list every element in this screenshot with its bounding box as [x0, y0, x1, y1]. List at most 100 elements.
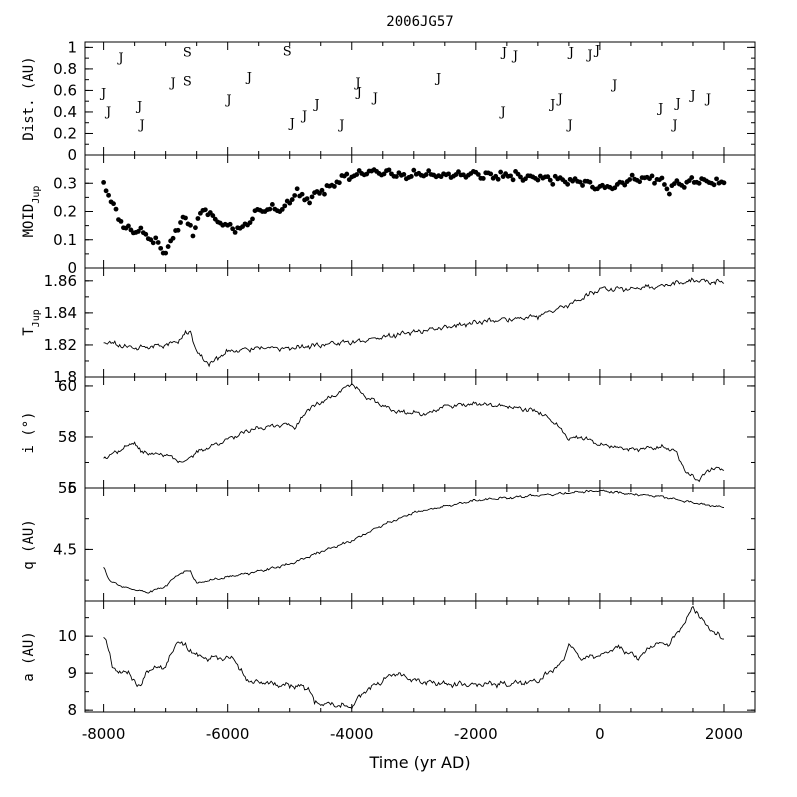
moid-point	[230, 226, 236, 232]
x-tick-label: -4000	[330, 725, 374, 743]
x-tick-label: -2000	[454, 725, 498, 743]
moid-point	[550, 181, 556, 187]
y-tick-label: 0	[67, 259, 77, 277]
moid-point	[202, 207, 208, 213]
x-tick-label: 2000	[705, 725, 743, 743]
encounter-marker-j: J	[500, 46, 507, 61]
chart-title: 2006JG57	[386, 14, 453, 30]
moid-point	[456, 169, 461, 175]
moid-point	[155, 240, 161, 245]
encounter-marker-s: S	[283, 45, 292, 60]
encounter-marker-j: J	[224, 93, 231, 108]
encounter-marker-j: J	[556, 92, 563, 107]
moid-point	[587, 179, 593, 185]
encounter-marker-j: J	[353, 76, 360, 91]
y-axis-label: MOIDJup	[21, 186, 42, 238]
encounter-marker-j: J	[355, 86, 362, 101]
moid-point	[307, 200, 312, 206]
moid-point	[508, 173, 513, 179]
moid-point	[446, 171, 451, 177]
panel-q: 4.5 5 q (AU)	[21, 479, 756, 602]
x-axis-label: Time (yr AD)	[368, 753, 470, 772]
encounter-marker-j: J	[99, 87, 106, 102]
moid-point	[666, 191, 672, 197]
moid-point	[535, 177, 541, 183]
encounter-marker-j: J	[511, 49, 518, 64]
moid-point	[165, 244, 171, 249]
moid-point	[622, 182, 628, 188]
moid-point	[394, 174, 399, 179]
panel-incl: 56 58 60 i (°)	[21, 376, 756, 497]
y-axis-label-subscript: Jup	[31, 309, 42, 327]
moid-point	[627, 177, 633, 182]
series-line-tjup	[103, 277, 725, 368]
moid-point	[106, 192, 111, 198]
x-tick-label: 0	[595, 725, 605, 743]
y-tick-label: 10	[58, 627, 77, 645]
moid-point	[188, 222, 193, 228]
y-tick-label: 0.3	[53, 174, 77, 192]
moid-point	[689, 175, 695, 180]
moid-point	[135, 229, 141, 234]
encounter-marker-j: J	[300, 109, 307, 124]
moid-point	[336, 180, 342, 186]
y-tick-label: 1.84	[44, 304, 77, 322]
moid-point	[331, 184, 337, 189]
y-tick-label: 56	[58, 479, 77, 497]
moid-point	[143, 231, 149, 237]
encounter-marker-j: J	[673, 96, 680, 111]
moid-point	[721, 180, 727, 186]
y-axis-label: TJup	[21, 309, 42, 336]
y-tick-label: 1.86	[44, 272, 77, 290]
moid-point	[386, 167, 392, 173]
encounter-marker-s: S	[183, 75, 192, 90]
moid-point	[565, 181, 571, 187]
moid-point	[304, 196, 310, 202]
moid-point	[294, 186, 300, 192]
y-tick-label: 1.82	[44, 336, 77, 354]
encounter-marker-j: J	[104, 105, 111, 120]
moid-point	[178, 220, 183, 225]
moid-point	[289, 197, 295, 202]
moid-point	[637, 179, 643, 185]
encounter-marker-j: J	[137, 118, 144, 133]
encounter-marker-j: J	[371, 91, 378, 106]
moid-point	[282, 203, 288, 209]
y-axis-label: Dist. (AU)	[21, 56, 37, 140]
panel-a: 8 9 10 a (AU)	[21, 600, 756, 719]
moid-point	[158, 245, 164, 251]
y-tick-label: 0.6	[53, 81, 77, 99]
moid-point	[381, 171, 387, 177]
y-tick-label: 8	[67, 701, 77, 719]
y-axis-label: i (°)	[21, 411, 37, 453]
encounter-marker-j: J	[312, 97, 319, 112]
moid-point	[475, 172, 481, 177]
y-tick-label: 9	[67, 664, 77, 682]
moid-point	[170, 235, 176, 241]
series-line-incl	[103, 383, 725, 483]
moid-point	[696, 180, 702, 186]
moid-point	[510, 177, 516, 183]
moid-point	[423, 172, 429, 177]
y-axis-label: q (AU)	[21, 519, 37, 570]
moid-point	[545, 174, 551, 180]
y-tick-label: 58	[58, 428, 77, 446]
moid-point	[163, 250, 169, 256]
panel-frame	[84, 376, 756, 489]
moid-point	[354, 172, 360, 177]
series-line-q	[103, 489, 725, 594]
encounter-marker-j: J	[245, 70, 252, 85]
moid-point	[518, 174, 523, 180]
moid-point	[287, 200, 293, 206]
moid-point	[495, 176, 501, 182]
y-tick-label: 60	[58, 377, 77, 395]
moid-point	[612, 185, 618, 191]
moid-point	[118, 218, 124, 224]
moid-point	[580, 183, 585, 188]
moid-point	[652, 180, 657, 186]
moid-point	[210, 213, 216, 218]
moid-point	[659, 175, 665, 181]
panel-tjup: 1.8 1.82 1.84 1.86 TJup	[21, 267, 756, 386]
moid-point	[150, 240, 156, 246]
